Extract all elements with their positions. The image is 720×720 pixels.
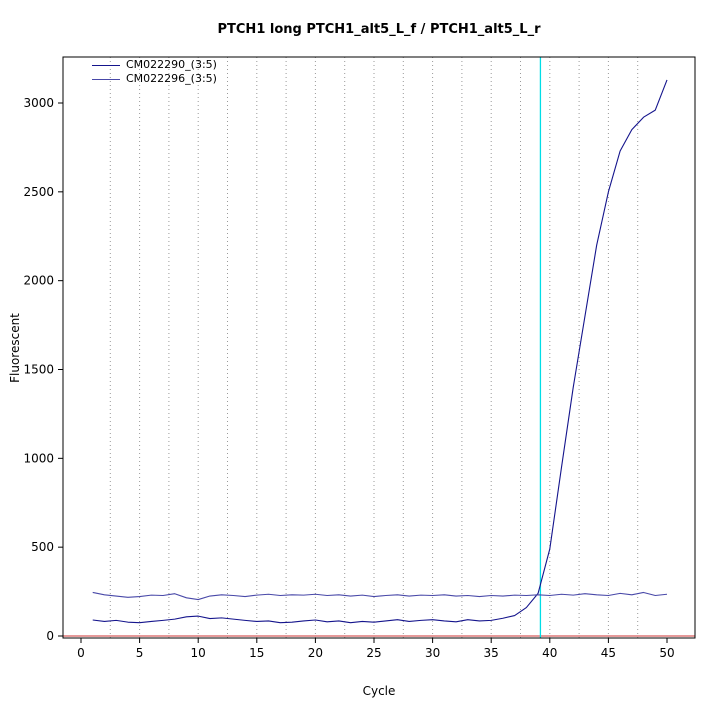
y-tick-label: 2500 xyxy=(23,185,54,199)
chart-title: PTCH1 long PTCH1_alt5_L_f / PTCH1_alt5_L… xyxy=(217,22,541,37)
x-tick-label: 25 xyxy=(366,646,381,660)
legend-item: CM022290_(3:5) xyxy=(92,58,217,72)
y-axis-label: Fluorescent xyxy=(8,313,22,383)
x-tick-label: 40 xyxy=(542,646,557,660)
x-tick-label: 35 xyxy=(484,646,499,660)
x-tick-label: 30 xyxy=(425,646,440,660)
series-line-CM022296_(3:5) xyxy=(92,591,668,601)
y-tick-label: 1000 xyxy=(23,451,54,465)
series-line-CM022290_(3:5) xyxy=(92,79,668,624)
plot-border xyxy=(62,56,696,639)
legend-item: CM022296_(3:5) xyxy=(92,72,217,86)
x-tick-label: 10 xyxy=(191,646,206,660)
legend-line-swatch xyxy=(92,78,120,80)
x-axis-label: Cycle xyxy=(362,684,396,698)
x-tick-label: 0 xyxy=(77,646,85,660)
x-tick-label: 45 xyxy=(601,646,616,660)
y-tick-label: 500 xyxy=(31,540,54,554)
legend-label: CM022296_(3:5) xyxy=(126,72,217,85)
y-tick-label: 0 xyxy=(46,629,54,643)
x-tick-label: 15 xyxy=(249,646,264,660)
legend-line-swatch xyxy=(92,64,120,66)
x-tick-label: 5 xyxy=(136,646,144,660)
chart-legend: CM022290_(3:5) CM022296_(3:5) xyxy=(92,58,217,86)
x-tick-label: 20 xyxy=(308,646,323,660)
y-tick-label: 3000 xyxy=(23,96,54,110)
x-tick-label: 50 xyxy=(659,646,674,660)
y-tick-label: 2000 xyxy=(23,274,54,288)
y-tick-label: 1500 xyxy=(23,363,54,377)
legend-label: CM022290_(3:5) xyxy=(126,58,217,71)
